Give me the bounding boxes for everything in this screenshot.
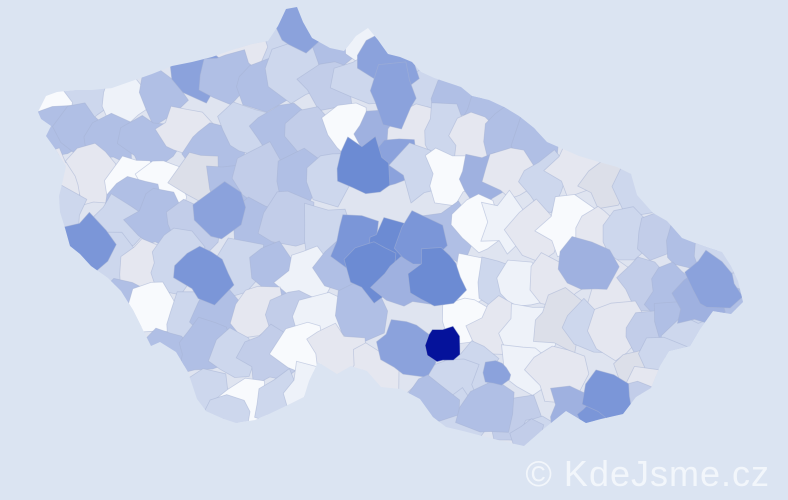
map-region[interactable]	[684, 249, 743, 309]
map-region[interactable]	[207, 327, 257, 378]
map-region[interactable]	[369, 61, 417, 130]
map-region[interactable]	[173, 245, 235, 306]
map-region[interactable]	[407, 247, 468, 307]
map-region[interactable]	[482, 360, 512, 386]
map-region[interactable]	[557, 236, 620, 290]
map-region[interactable]	[455, 379, 515, 433]
map-region[interactable]	[509, 418, 545, 457]
map-region[interactable]	[336, 135, 391, 195]
map-region[interactable]	[424, 325, 461, 363]
map-region[interactable]	[587, 300, 644, 362]
map-region[interactable]	[200, 394, 251, 448]
map-region[interactable]	[192, 181, 247, 240]
map-region[interactable]	[503, 198, 563, 263]
